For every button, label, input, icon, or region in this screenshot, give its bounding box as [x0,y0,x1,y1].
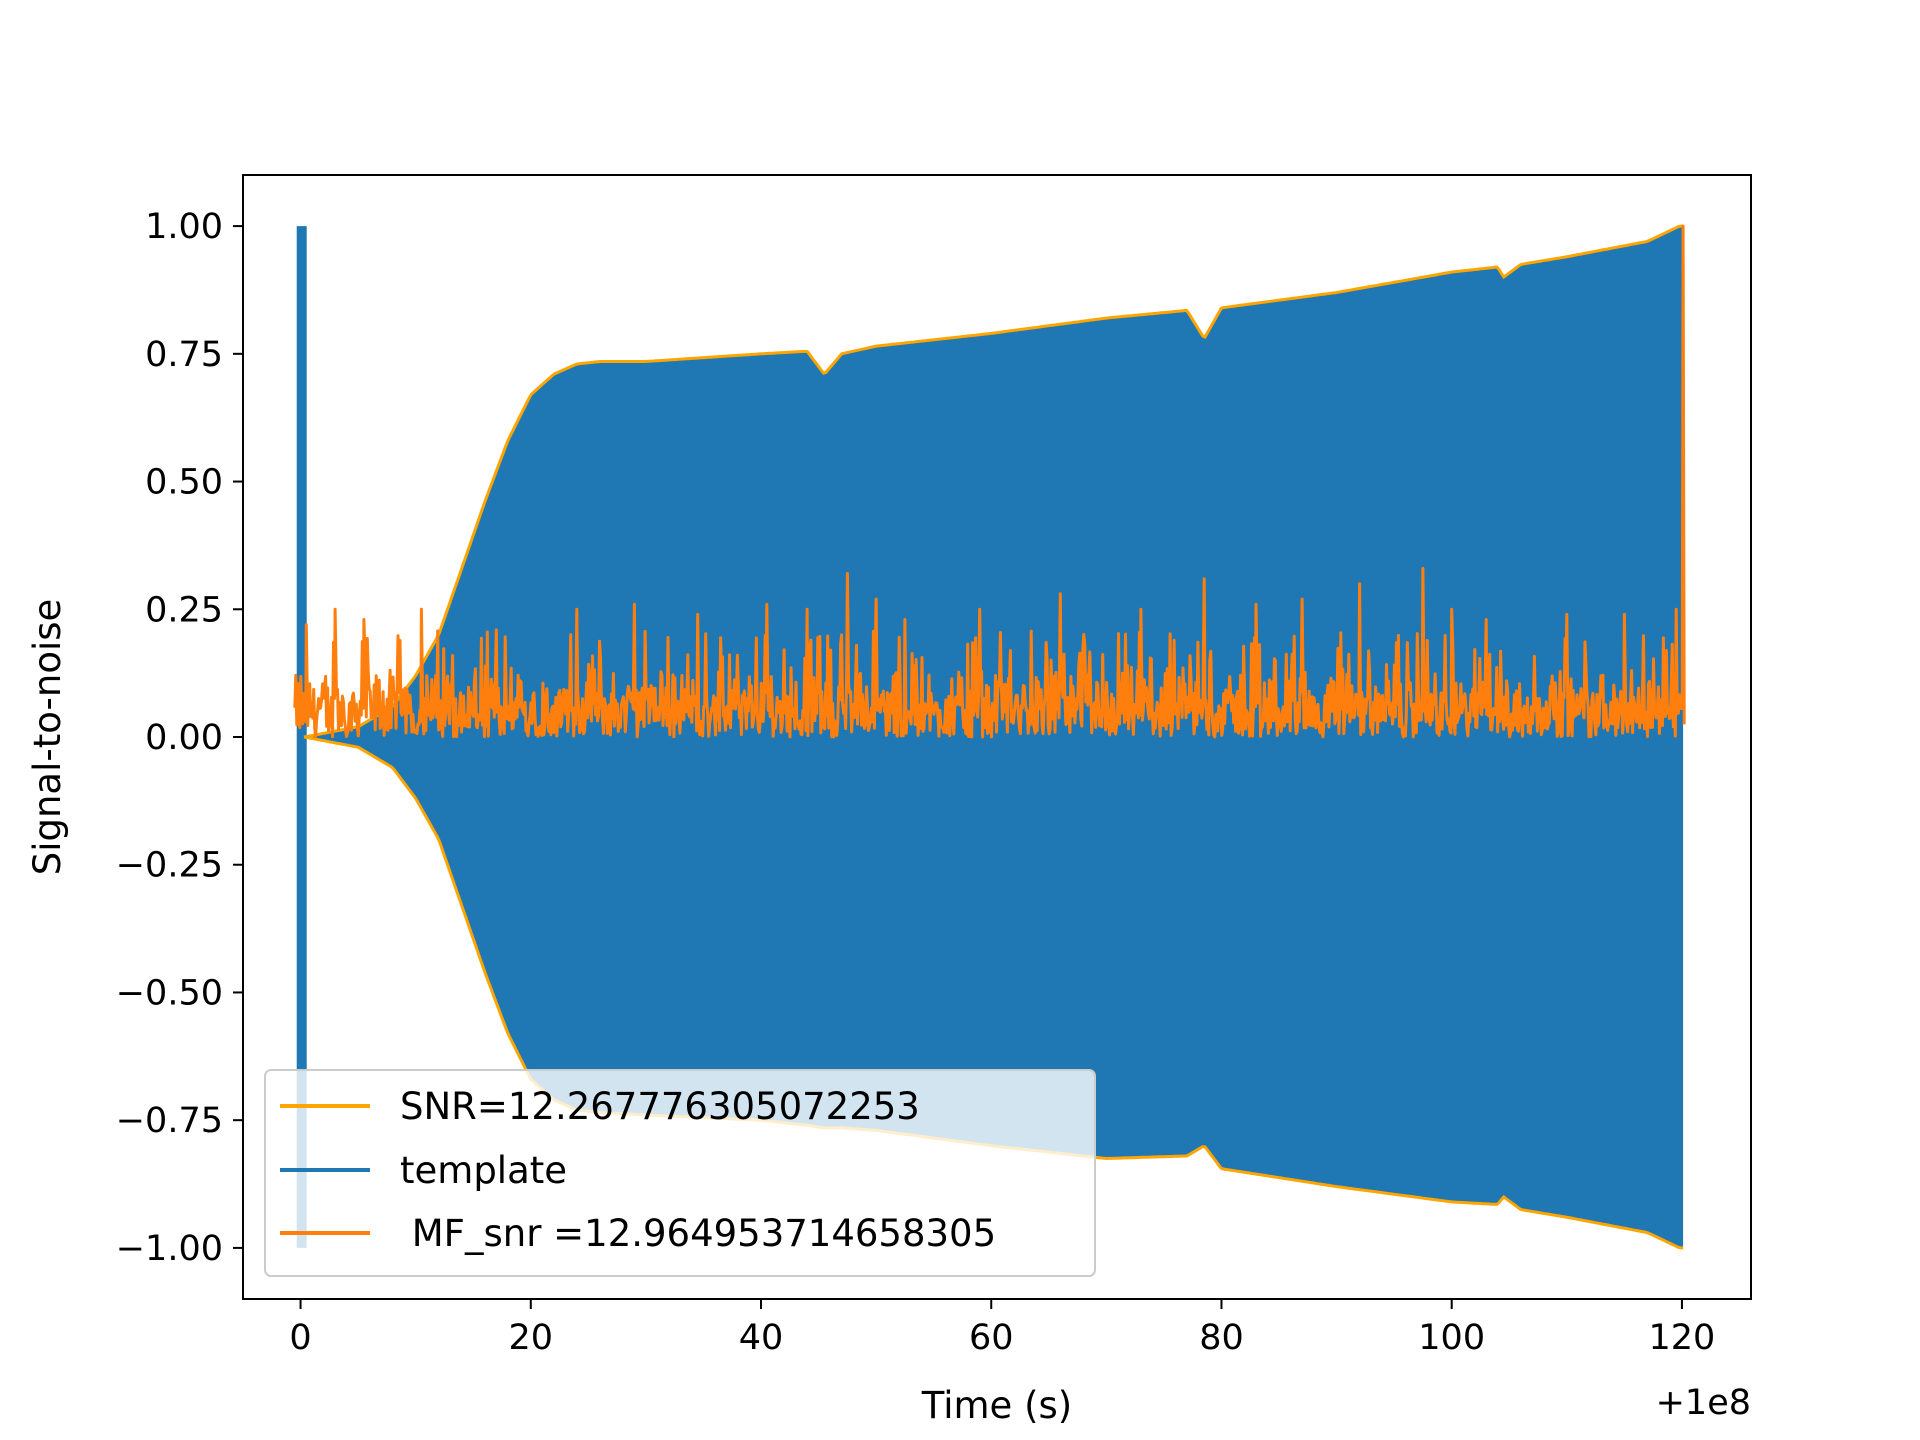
y-axis: 1.00 0.75 0.50 0.25 0.00 −0.25 −0.50 −0.75 −1.00 [116,207,243,1269]
template-series-spike [296,226,307,1248]
x-tick-label: 0 [289,1318,311,1358]
mf-snr-series-line [293,224,1686,739]
x-axis-offset-label: +1e8 [1656,1383,1751,1423]
y-tick-label: −0.50 [116,973,223,1013]
x-axis-label: Time (s) [921,1384,1072,1427]
y-tick-label: −0.75 [116,1101,223,1141]
x-axis: 0 20 40 60 80 100 120 [289,1299,1715,1358]
y-tick-label: 0.50 [145,463,223,503]
template-series-fill [304,226,1684,1248]
plot-area [293,224,1686,1250]
legend-label-template: template [400,1149,567,1192]
y-tick-label: 0.25 [145,590,223,630]
y-tick-label: 0.00 [145,718,223,758]
y-tick-label: −1.00 [116,1229,223,1269]
snr-envelope-upper-line [303,224,1684,739]
legend-label-mf-snr: MF_snr =12.964953714658305 [400,1212,996,1255]
x-tick-label: 20 [509,1318,554,1358]
y-axis-label: Signal-to-noise [26,599,69,876]
x-tick-label: 100 [1418,1318,1485,1358]
y-tick-label: 1.00 [145,207,223,247]
x-tick-label: 60 [969,1318,1014,1358]
y-tick-label: 0.75 [145,335,223,375]
x-tick-label: 40 [739,1318,784,1358]
legend: SNR=12.267776305072253 template MF_snr =… [264,1069,1096,1277]
y-tick-label: −0.25 [116,846,223,886]
legend-box [264,1069,1096,1277]
legend-label-snr: SNR=12.267776305072253 [400,1085,920,1128]
x-tick-label: 120 [1649,1318,1716,1358]
x-tick-label: 80 [1199,1318,1244,1358]
